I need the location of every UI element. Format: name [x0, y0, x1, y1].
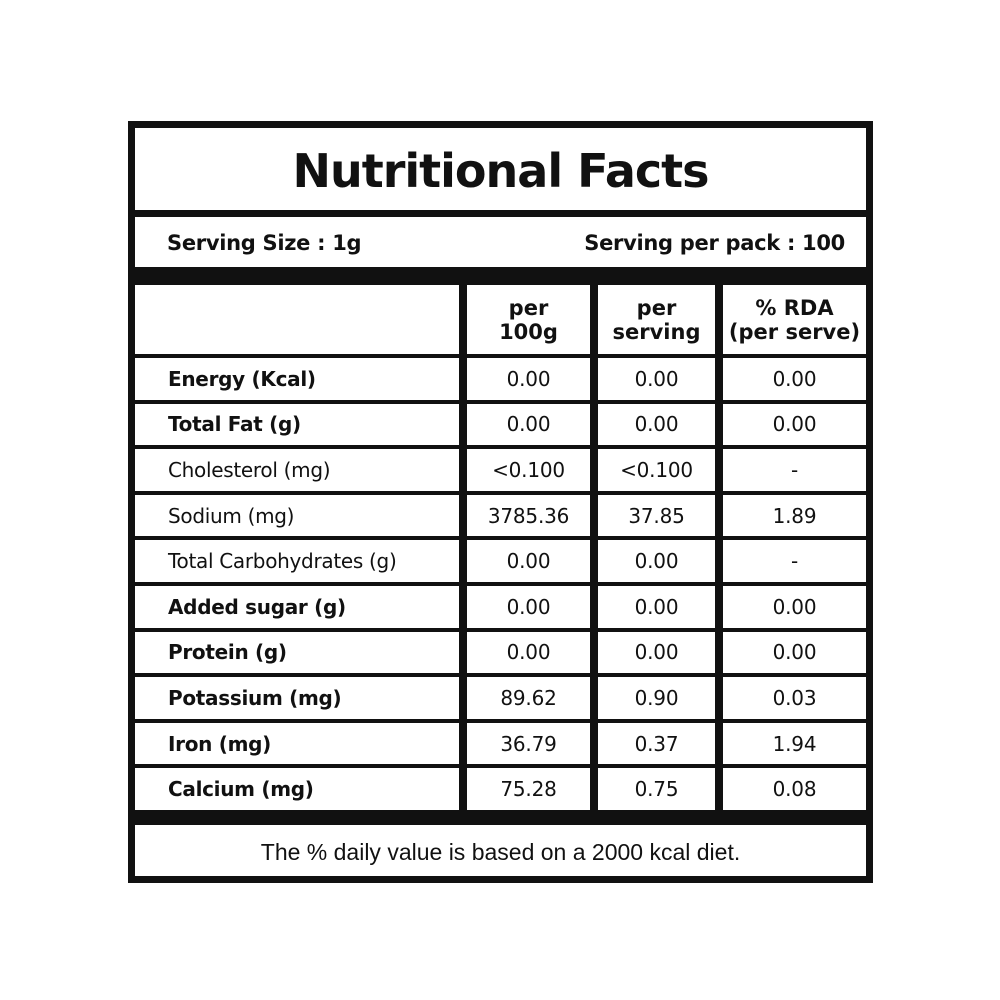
servings-per-pack: Serving per pack : 100	[584, 231, 845, 255]
serving-size: Serving Size : 1g	[167, 231, 362, 255]
column-header-line: per	[508, 295, 549, 320]
nutrient-name: Iron (mg)	[135, 722, 459, 765]
serving-info: Serving Size : 1g Serving per pack : 100	[135, 217, 866, 267]
rda-value: 0.00	[723, 403, 866, 446]
rda-value: -	[723, 449, 866, 491]
per-100g-value: 0.00	[467, 631, 590, 674]
per-serving-value: 0.37	[598, 722, 715, 765]
per-100g-value: 3785.36	[467, 494, 590, 537]
rda-value: 1.89	[723, 494, 866, 537]
rda-value: 0.03	[723, 677, 866, 719]
per-serving-value: 0.00	[598, 585, 715, 628]
nutrient-name: Protein (g)	[135, 631, 459, 674]
rda-value: 0.00	[723, 631, 866, 674]
daily-value-footnote: The % daily value is based on a 2000 kca…	[260, 839, 741, 865]
column-header-line: 100g	[499, 319, 558, 344]
column-header-line: (per serve)	[728, 319, 861, 344]
per-serving-value: 0.90	[598, 677, 715, 719]
per-serving-value: 0.00	[598, 358, 715, 400]
per-100g-value: 89.62	[467, 677, 590, 719]
column-header-per-serving: per serving	[598, 285, 715, 354]
per-100g-value: 0.00	[467, 585, 590, 628]
per-serving-value: 0.00	[598, 540, 715, 582]
rda-value: 0.08	[723, 768, 866, 810]
rda-value: 1.94	[723, 722, 866, 765]
title-box: Nutritional Facts	[135, 128, 866, 210]
column-header-per-100g: per 100g	[467, 285, 590, 354]
nutrient-name: Total Carbohydrates (g)	[135, 540, 459, 582]
nutrition-table: per 100g per serving % RDA (per serve) E…	[135, 285, 866, 810]
per-100g-value: 0.00	[467, 403, 590, 446]
per-100g-value: 0.00	[467, 358, 590, 400]
column-header-line: per	[636, 295, 677, 320]
nutrient-name: Potassium (mg)	[135, 677, 459, 719]
per-100g-value: 75.28	[467, 768, 590, 810]
rda-value: -	[723, 540, 866, 582]
per-serving-value: <0.100	[598, 449, 715, 491]
nutrient-name: Cholesterol (mg)	[135, 449, 459, 491]
column-header-line: % RDA	[755, 295, 834, 320]
footer-box: The % daily value is based on a 2000 kca…	[135, 825, 866, 876]
nutrient-name: Sodium (mg)	[135, 494, 459, 537]
per-100g-value: <0.100	[467, 449, 590, 491]
column-header-rda: % RDA (per serve)	[723, 285, 866, 354]
page-title: Nutritional Facts	[292, 144, 709, 198]
rda-value: 0.00	[723, 358, 866, 400]
per-serving-value: 37.85	[598, 494, 715, 537]
nutrient-name: Calcium (mg)	[135, 768, 459, 810]
per-100g-value: 36.79	[467, 722, 590, 765]
nutrition-facts-label: Nutritional Facts Serving Size : 1g Serv…	[128, 121, 873, 883]
per-100g-value: 0.00	[467, 540, 590, 582]
per-serving-value: 0.00	[598, 403, 715, 446]
per-serving-value: 0.75	[598, 768, 715, 810]
nutrient-name: Added sugar (g)	[135, 585, 459, 628]
nutrient-name: Energy (Kcal)	[135, 358, 459, 400]
per-serving-value: 0.00	[598, 631, 715, 674]
column-header-nutrient	[135, 285, 459, 354]
nutrient-name: Total Fat (g)	[135, 403, 459, 446]
rda-value: 0.00	[723, 585, 866, 628]
column-header-line: serving	[612, 319, 701, 344]
